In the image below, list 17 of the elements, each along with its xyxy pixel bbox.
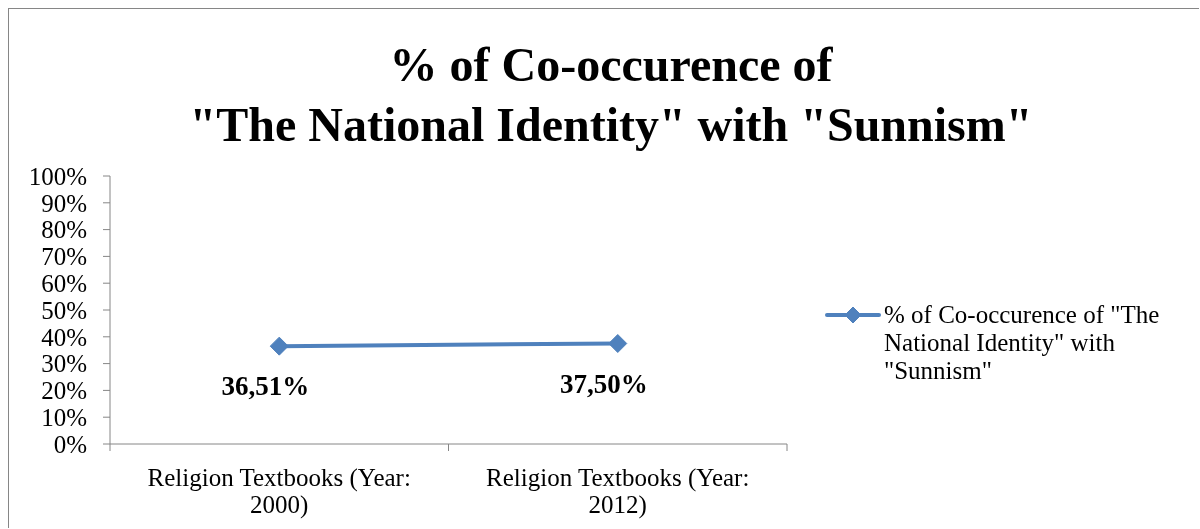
data-label: 36,51% [221,371,310,402]
x-tick-label: Religion Textbooks (Year: 2012) [486,464,750,519]
y-tick-label: 40% [41,323,87,351]
y-tick-label: 60% [41,270,87,298]
legend-label: % of Co-occurence of "The National Identity" with "Sunnism" [884,301,1161,385]
y-tick-label: 30% [41,350,87,378]
x-tick-label: Religion Textbooks (Year: 2000) [147,464,411,519]
y-tick-label: 100% [28,162,87,190]
data-label: 37,50% [559,368,648,399]
y-tick-label: 90% [41,189,87,217]
y-tick-label: 50% [41,296,87,324]
y-tick-label: 10% [41,404,87,432]
y-tick-label: 70% [41,243,87,271]
y-tick-label: 20% [41,377,87,405]
y-tick-label: 0% [53,430,87,458]
y-tick-label: 80% [41,216,87,244]
chart-title: % of Co-occurence of "The National Identity" with "Sunnism" [188,37,1034,153]
